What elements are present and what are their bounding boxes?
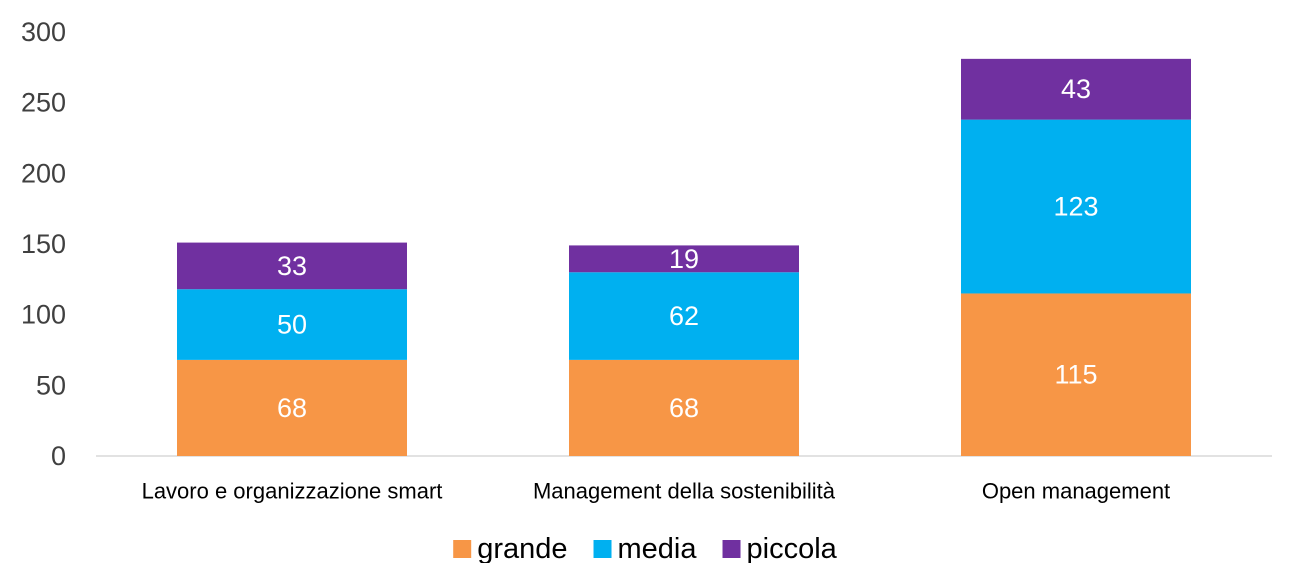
y-tick-label: 250 — [21, 88, 66, 118]
data-label: 19 — [669, 244, 699, 274]
bar-segment-media — [961, 119, 1191, 294]
bar-segment-grande — [569, 359, 799, 456]
x-category-label: Lavoro e organizzazione smart — [142, 479, 443, 504]
y-tick-label: 150 — [21, 229, 66, 259]
data-label: 115 — [1054, 360, 1097, 390]
legend-swatch-media — [593, 540, 612, 558]
legend-label-media: media — [618, 533, 698, 563]
data-label: 50 — [277, 310, 307, 340]
bars: 68 50 33 68 62 19 115 123 43 — [177, 58, 1191, 456]
bar-segment-media — [177, 289, 407, 360]
bar-segment-piccola — [569, 245, 799, 273]
bar-segment-media — [569, 272, 799, 360]
bar-segment-grande — [961, 293, 1191, 456]
data-label: 33 — [277, 251, 307, 281]
legend-swatch-piccola — [722, 540, 741, 558]
legend: grande media piccola — [453, 533, 838, 563]
legend-label-piccola: piccola — [747, 533, 838, 563]
bar-segment-piccola — [961, 58, 1191, 120]
bar-segment-grande — [177, 359, 407, 456]
data-label: 68 — [669, 393, 699, 423]
y-tick-label: 200 — [21, 158, 66, 188]
data-label: 62 — [669, 301, 699, 331]
legend-label-grande: grande — [477, 533, 567, 563]
data-label: 43 — [1061, 74, 1091, 104]
y-tick-label: 0 — [51, 441, 66, 471]
x-axis: Lavoro e organizzazione smart Management … — [142, 479, 1171, 504]
x-category-label: Management della sostenibilità — [533, 479, 836, 504]
y-axis: 0 50 100 150 200 250 300 — [21, 17, 66, 471]
data-label: 123 — [1053, 192, 1098, 222]
legend-swatch-grande — [453, 540, 472, 558]
y-tick-label: 100 — [21, 300, 66, 330]
data-label: 68 — [277, 393, 307, 423]
x-category-label: Open management — [982, 479, 1170, 504]
bar-segment-piccola — [177, 242, 407, 290]
y-tick-label: 300 — [21, 17, 66, 47]
y-tick-label: 50 — [36, 370, 66, 400]
